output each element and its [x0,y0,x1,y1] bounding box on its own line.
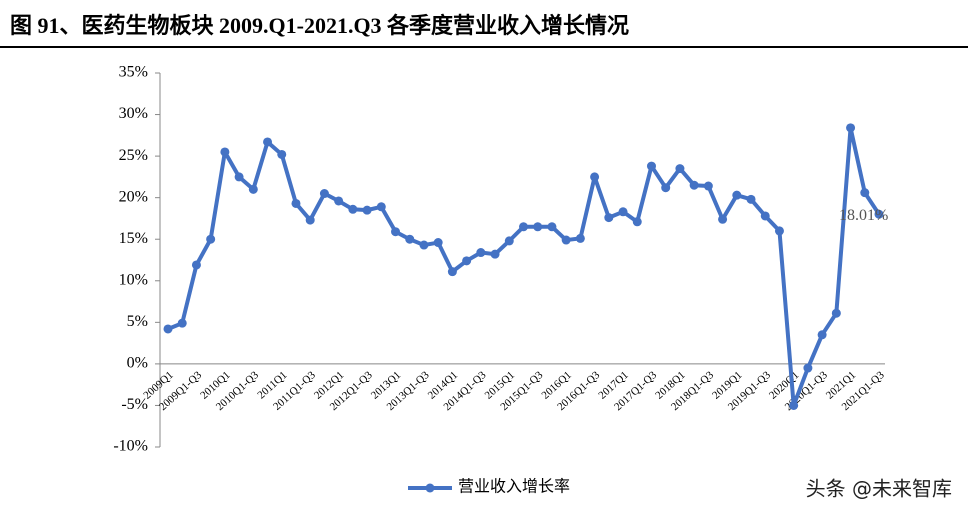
y-tick-label: 0% [127,355,148,372]
data-point [817,330,827,340]
data-point [519,222,528,232]
data-point [774,226,784,236]
data-point [732,190,742,200]
data-point [419,240,429,250]
y-tick-label: 35% [119,64,148,81]
legend-label: 营业收入增长率 [458,478,570,496]
data-point [362,205,372,215]
data-point [533,222,543,232]
y-tick-label: 30% [119,105,148,122]
legend-marker [425,483,435,493]
data-point [220,147,230,157]
data-point [348,204,358,214]
data-point [575,233,585,243]
data-point [305,215,315,225]
data-point [405,234,415,244]
data-point [234,172,244,182]
data-point [177,318,187,328]
data-point [191,260,201,270]
data-point [632,217,642,227]
data-point [675,164,685,174]
y-tick-label: 25% [119,147,148,164]
data-point [206,234,216,244]
data-point [561,235,571,245]
data-point [618,207,628,217]
watermark: 头条 @未来智库 [806,477,952,501]
data-point [319,189,329,199]
y-tick-label: 20% [119,188,148,205]
data-point [490,249,500,259]
data-point [462,256,472,266]
data-point [703,181,713,191]
y-tick-label: 10% [119,271,148,288]
chart-title: 图 91、医药生物板块 2009.Q1-2021.Q3 各季度营业收入增长情况 [10,13,629,38]
data-point [163,324,173,334]
data-point [846,123,856,133]
data-point [789,400,799,410]
data-point [291,198,301,208]
data-point [334,196,344,206]
data-point [476,248,486,258]
data-point [547,222,557,232]
data-point [760,211,770,221]
data-point [604,213,614,223]
y-tick-label: -10% [113,438,148,455]
data-point [874,209,884,219]
data-point [504,236,514,246]
data-point [391,227,401,237]
data-point [860,188,870,198]
data-point [746,194,756,204]
data-point [803,363,813,373]
data-point [590,172,600,182]
y-tick-label: 15% [119,230,148,247]
data-label: 18.01% [839,207,888,224]
data-point [433,238,443,248]
data-point [376,202,386,212]
y-tick-label: -5% [121,396,148,413]
data-point [831,308,841,318]
data-point [248,184,258,194]
y-tick-label: 5% [127,313,148,330]
data-point [646,161,656,171]
data-point [718,214,728,224]
data-point [263,137,273,147]
data-point [689,180,699,190]
data-point [277,149,287,159]
data-point [447,267,457,277]
data-point [661,183,671,193]
